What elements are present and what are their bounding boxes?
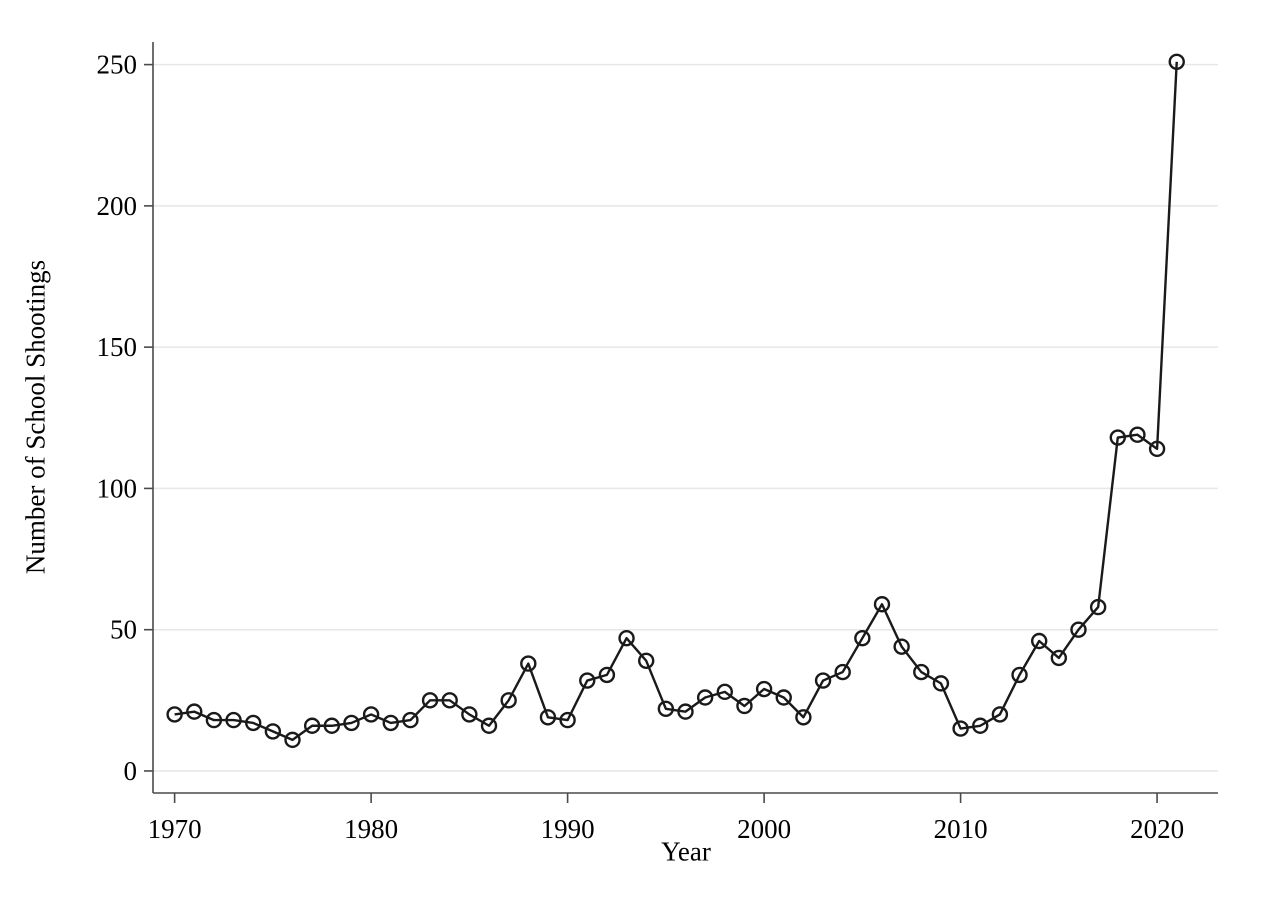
data-point-marker	[795, 709, 812, 726]
data-point-marker	[913, 663, 930, 681]
data-point-marker	[775, 689, 792, 706]
y-tick-label: 50	[110, 615, 137, 645]
data-point-marker	[677, 703, 694, 720]
data-point-marker	[343, 714, 360, 732]
data-point-marker	[1129, 426, 1146, 443]
data-point-marker	[245, 714, 262, 732]
y-tick-label: 0	[124, 756, 138, 786]
x-axis-title: Year	[661, 836, 711, 867]
data-point-marker	[696, 689, 714, 706]
data-point-marker	[1148, 440, 1166, 458]
y-tick-label: 200	[97, 191, 138, 221]
data-point-marker	[559, 711, 576, 729]
data-point-marker	[932, 675, 950, 692]
data-point-marker	[441, 692, 458, 709]
data-point-marker	[873, 596, 891, 613]
data-point-marker	[814, 672, 832, 689]
data-point-marker	[461, 706, 478, 723]
data-point-marker	[1030, 632, 1048, 650]
data-line	[174, 61, 1178, 742]
x-tick-label: 1980	[344, 814, 398, 844]
x-tick-label: 2020	[1130, 814, 1184, 844]
data-point-marker	[638, 652, 655, 669]
data-point-marker	[1168, 53, 1185, 70]
data-point-marker	[500, 692, 517, 709]
data-point-marker	[480, 717, 498, 734]
data-point-marker	[225, 711, 242, 729]
data-point-marker	[402, 711, 419, 729]
data-point-marker	[166, 706, 183, 723]
data-point-marker	[598, 666, 616, 684]
data-point-marker	[854, 629, 871, 647]
data-point-marker	[303, 717, 321, 734]
data-point-marker	[1011, 666, 1028, 684]
y-axis-title: Number of School Shootings	[20, 259, 51, 575]
data-point-marker	[520, 655, 537, 672]
data-point-marker	[284, 731, 301, 749]
data-point-marker	[657, 700, 675, 718]
x-tick-label: 2010	[934, 814, 988, 844]
data-point-marker	[618, 629, 635, 647]
data-point-marker	[539, 709, 557, 726]
data-point-marker	[893, 638, 910, 655]
data-point-marker	[716, 683, 733, 701]
data-point-marker	[991, 706, 1009, 723]
y-tick-label: 150	[97, 332, 138, 362]
data-point-marker	[264, 723, 282, 740]
y-tick-label: 100	[97, 473, 138, 503]
data-point-marker	[579, 672, 596, 689]
data-point-marker	[834, 663, 851, 681]
data-point-marker	[952, 720, 969, 737]
data-point-marker	[755, 680, 773, 698]
data-point-marker	[972, 717, 989, 734]
data-point-marker	[362, 706, 380, 723]
data-point-marker	[323, 717, 341, 734]
data-point-marker	[736, 697, 753, 715]
data-point-marker	[1050, 649, 1068, 667]
x-tick-label: 2000	[737, 814, 791, 844]
x-tick-label: 1990	[541, 814, 595, 844]
data-point-marker	[382, 714, 399, 732]
data-point-marker	[1109, 429, 1126, 446]
data-point-marker	[1070, 621, 1087, 638]
data-point-marker	[421, 692, 439, 709]
data-point-marker	[205, 711, 223, 729]
data-point-marker	[1089, 598, 1107, 616]
y-tick-label: 250	[97, 50, 138, 80]
x-tick-label: 1970	[148, 814, 202, 844]
data-point-marker	[186, 703, 203, 720]
